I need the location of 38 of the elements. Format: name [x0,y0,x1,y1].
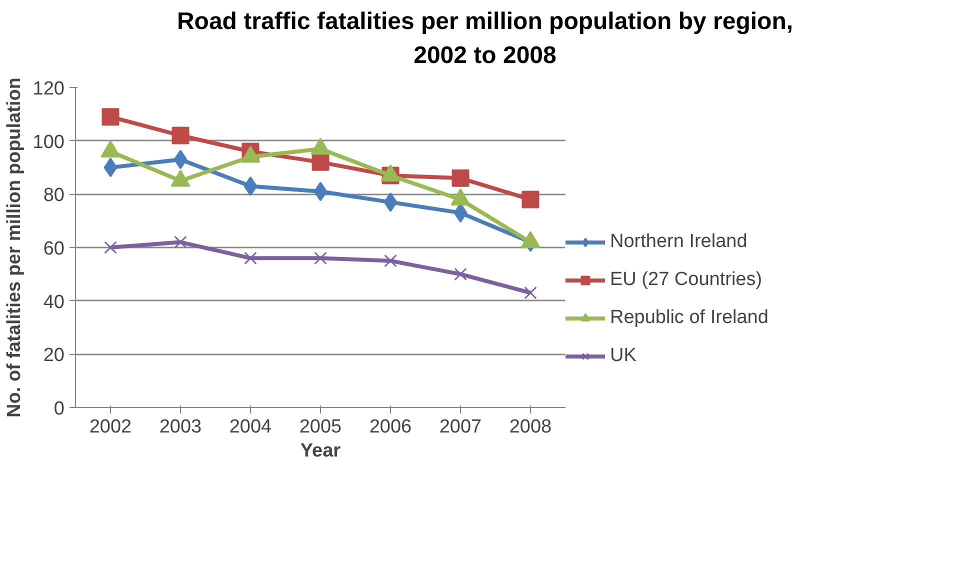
point [452,170,470,188]
x-tick-label: 2008 [509,416,552,438]
point [384,192,398,212]
y-tick-label: 80 [43,185,65,206]
point [524,286,537,300]
point [314,252,327,265]
x-axis-title: Year [300,440,342,462]
point [454,268,467,281]
x-tick-label: 2005 [299,416,342,438]
point [104,241,117,254]
point [102,108,120,126]
x-tick-label: 2006 [369,416,412,438]
point [174,150,188,170]
y-tick-label: 100 [32,132,64,154]
legend-label: Republic of Ireland [610,307,768,330]
y-tick-label: 0 [54,398,65,420]
point [312,154,330,172]
x-tick-label: 2003 [159,416,202,438]
point [314,182,328,202]
x-tick-label: 2004 [229,416,272,438]
y-tick-label: 120 [32,78,64,100]
y-tick-label: 20 [43,345,65,366]
y-axis-title: No. of fatalities per million population [4,78,25,418]
legend-label: UK [610,345,636,368]
point [244,176,258,196]
legend-label: EU (27 Countries) [610,269,762,292]
y-tick-label: 60 [43,238,65,260]
legend-label: Northern Ireland [610,231,748,254]
point [244,252,257,265]
point [172,126,190,144]
point [384,254,397,268]
x-tick-label: 2002 [89,416,132,438]
point [104,158,118,178]
y-tick-label: 40 [43,292,65,314]
x-tick-label: 2007 [439,416,482,438]
point [174,236,187,249]
chart-title: Road traffic fatalities per million population by region, 2002 to 2008 [176,7,794,71]
point [522,190,540,208]
